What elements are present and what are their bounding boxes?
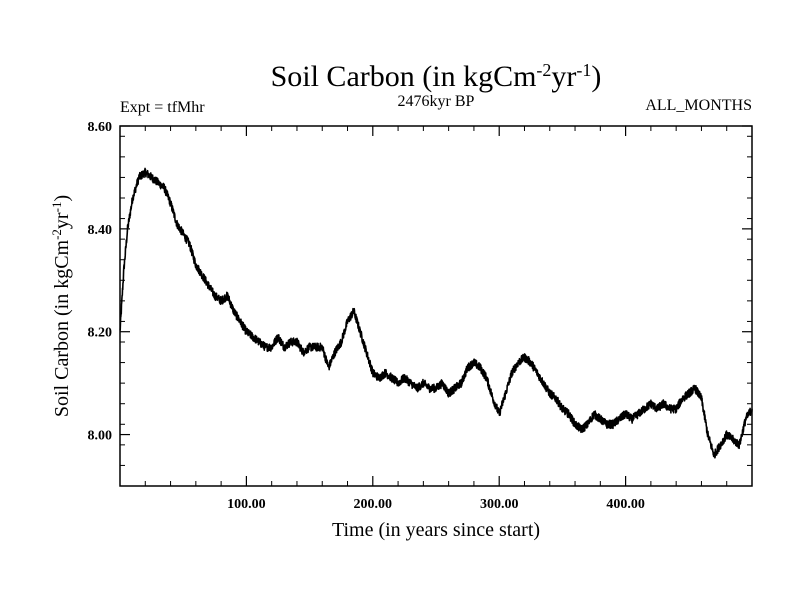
y-tick-label: 8.20 [88, 326, 113, 341]
x-tick-label: 300.00 [480, 497, 519, 512]
y-tick-label: 8.60 [88, 120, 113, 135]
x-tick-label: 400.00 [606, 497, 645, 512]
ylabel-end: ) [51, 195, 73, 202]
experiment-label: Expt = tfMhr [120, 99, 205, 116]
title-exp2: -1 [576, 60, 591, 80]
x-axis-tick-labels: 100.00 200.00 300.00 400.00 [227, 497, 645, 512]
y-tick-label: 8.40 [88, 223, 113, 238]
y-axis-tick-labels: 8.00 8.20 8.40 8.60 [88, 120, 113, 444]
x-tick-label: 200.00 [354, 497, 393, 512]
x-axis-label: Time (in years since start) [332, 519, 540, 541]
title-mid: yr [551, 60, 576, 93]
title-end: ) [591, 60, 601, 93]
months-label: ALL_MONTHS [645, 97, 752, 114]
plot-frame [119, 125, 753, 487]
x-axis-ticks [144, 126, 728, 486]
title-main: Soil Carbon (in kgCm [271, 60, 537, 93]
period-label: 2476kyr BP [398, 93, 475, 110]
ylabel-main: Soil Carbon (in kgCm [51, 239, 73, 417]
x-tick-label: 100.00 [227, 497, 266, 512]
ylabel-mid: yr [51, 212, 73, 229]
y-tick-label: 8.00 [88, 429, 113, 444]
chart-title: Soil Carbon (in kgCm-2yr-1) [271, 60, 602, 93]
series-line-soil-carbon [119, 167, 753, 459]
ylabel-exp1: -2 [49, 229, 64, 240]
ylabel-exp2: -1 [49, 202, 64, 213]
chart-title-text: Soil Carbon (in kgCm-2yr-1) [271, 60, 602, 93]
y-axis-label: Soil Carbon (in kgCm-2yr-1) [49, 195, 74, 417]
title-exp1: -2 [536, 60, 551, 80]
